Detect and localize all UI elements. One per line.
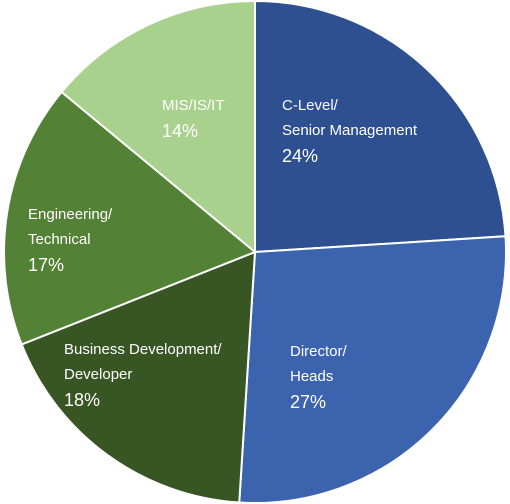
slice-label: Engineering/Technical [28, 206, 113, 248]
slice-label: Director/Heads [290, 343, 348, 385]
slice-label-line: Director/ [290, 343, 348, 360]
slice-value-label: 17% [28, 255, 64, 275]
slice-label-line: Senior Management [282, 122, 418, 139]
slice-label-line: Technical [28, 231, 91, 248]
slice-value-label: 14% [162, 121, 198, 141]
slice-label: C-Level/Senior Management [282, 97, 418, 139]
pie-slices [3, 0, 507, 504]
slice-value-label: 27% [290, 392, 326, 412]
slice-label-line: Heads [290, 368, 333, 385]
slice-label-line: Business Development/ [64, 341, 222, 358]
pie-slice [254, 0, 507, 254]
slice-label-line: MIS/IS/IT [162, 97, 225, 114]
slice-label: Business Development/Developer [64, 341, 222, 383]
pie-slice [3, 90, 257, 346]
pie-slice [238, 235, 507, 504]
pie-labels: C-Level/Senior Management 24% Director/Hea… [28, 97, 418, 412]
slice-label-line: C-Level/ [282, 97, 339, 114]
slice-value-label: 24% [282, 146, 318, 166]
pie-slice [20, 250, 257, 504]
pie-slice [60, 0, 256, 255]
slice-value-label: 18% [64, 390, 100, 410]
slice-label: MIS/IS/IT [162, 97, 225, 114]
slice-label-line: Engineering/ [28, 206, 113, 223]
slice-label-line: Developer [64, 366, 132, 383]
